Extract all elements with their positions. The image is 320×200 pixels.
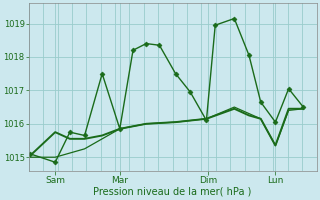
X-axis label: Pression niveau de la mer( hPa ): Pression niveau de la mer( hPa ) (93, 187, 252, 197)
